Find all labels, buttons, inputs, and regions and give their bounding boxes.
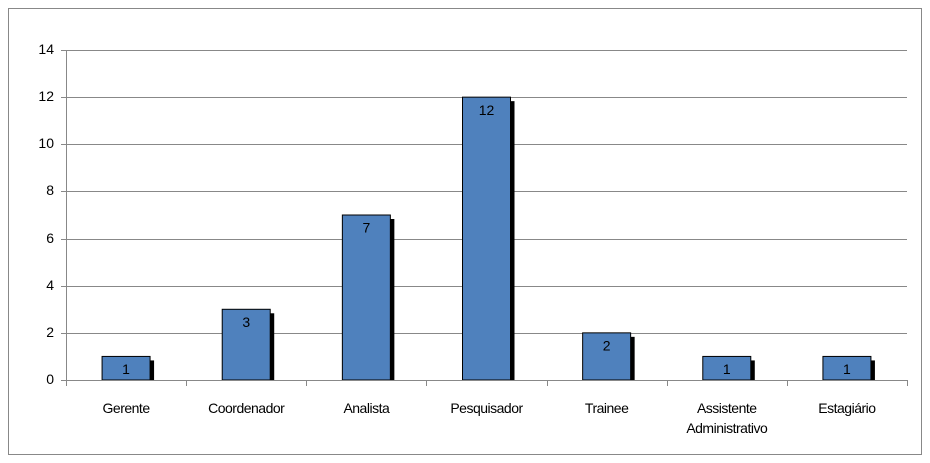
x-tick-label: Analista xyxy=(343,400,390,416)
x-tick-label: Trainee xyxy=(584,400,629,416)
x-tick-label: Coordenador xyxy=(208,400,285,416)
data-label: 12 xyxy=(479,102,495,118)
data-label: 1 xyxy=(122,361,130,377)
x-tick-label: Gerente xyxy=(102,400,151,416)
bar xyxy=(221,308,271,381)
bar xyxy=(462,96,511,381)
x-tick-label: Estagiário xyxy=(818,400,876,416)
y-tick-label: 10 xyxy=(38,135,54,151)
y-tick-label: 2 xyxy=(46,324,54,340)
y-tick-label: 0 xyxy=(46,371,54,387)
bar xyxy=(582,332,632,381)
y-tick-label: 8 xyxy=(46,182,54,198)
y-tick-label: 6 xyxy=(46,230,54,246)
data-label: 7 xyxy=(362,220,370,236)
x-tick-label: Pesquisador xyxy=(450,400,523,416)
data-label: 2 xyxy=(603,338,611,354)
data-label: 1 xyxy=(843,361,851,377)
y-tick-label: 14 xyxy=(38,41,54,57)
data-label: 3 xyxy=(242,314,250,330)
y-tick-label: 4 xyxy=(46,277,54,293)
x-tick-label: Assistente Administrativo xyxy=(686,400,768,436)
y-tick-label: 12 xyxy=(38,88,54,104)
bar xyxy=(341,214,391,381)
data-label: 1 xyxy=(723,361,731,377)
